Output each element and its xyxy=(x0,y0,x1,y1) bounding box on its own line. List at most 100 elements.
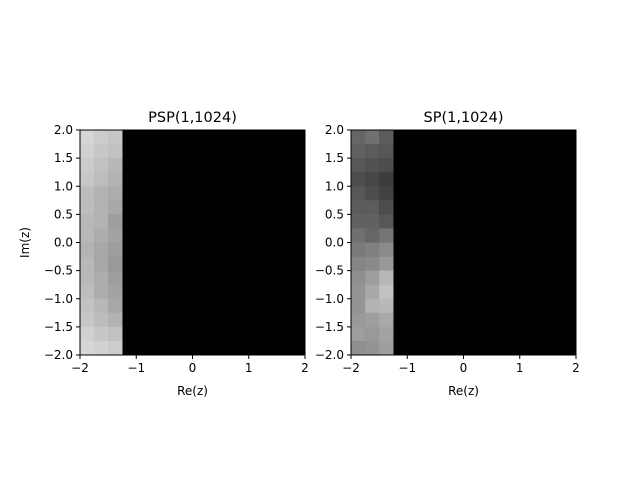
sp-heatmap-cell xyxy=(365,158,380,173)
psp-y-tick-label: −2.0 xyxy=(44,348,73,362)
sp-heatmap-cell xyxy=(379,326,394,342)
psp-y-tick-label: −1.5 xyxy=(44,320,73,334)
sp-heatmap-cell xyxy=(351,158,366,173)
sp-heatmap-cell xyxy=(351,228,366,243)
sp-heatmap-cell xyxy=(351,298,366,314)
psp-heatmap-cell xyxy=(80,270,95,285)
sp-heatmap-cell xyxy=(365,340,380,356)
sp-heatmap-cell xyxy=(379,242,394,257)
sp-heatmap-cell xyxy=(351,340,366,356)
sp-x-tick-label: 0 xyxy=(460,361,468,375)
psp-heatmap-cell xyxy=(94,172,109,187)
psp-x-tick-label: −2 xyxy=(71,361,89,375)
psp-y-ticks: −2.0 −1.5 −1.0 −0.5 0.0 0.5 1.0 1.5 2.0 xyxy=(44,123,80,362)
sp-heatmap-cell xyxy=(351,144,366,159)
psp-heatmap-cell xyxy=(94,340,109,356)
psp-heatmap-cell xyxy=(108,242,123,257)
psp-y-tick-label: 1.0 xyxy=(54,179,73,193)
sp-heatmap-panel: −2 −1 0 1 2 −2.0−1.5−1.0−0.50.00.51.01.52.0 … xyxy=(315,110,580,398)
psp-heatmap-cell xyxy=(94,326,109,342)
sp-heatmap-cell xyxy=(351,256,366,271)
psp-chart-title: PSP(1,1024) xyxy=(148,110,237,126)
psp-x-tick-label: 0 xyxy=(189,361,197,375)
sp-heatmap-cell xyxy=(379,172,394,187)
psp-heatmap-cell xyxy=(94,130,109,145)
sp-heatmap-cell xyxy=(365,242,380,257)
psp-heatmap-cell xyxy=(94,200,109,215)
sp-heatmap-cell xyxy=(379,158,394,173)
psp-heatmap-cell xyxy=(108,228,123,243)
psp-heatmap-cell xyxy=(94,270,109,285)
psp-heatmap-cell xyxy=(80,144,95,159)
psp-x-tick-label: −1 xyxy=(127,361,145,375)
psp-x-axis-label: Re(z) xyxy=(177,384,208,398)
sp-heatmap-cell xyxy=(365,130,380,145)
psp-heatmap-cell xyxy=(80,312,95,328)
psp-heatmap-cell xyxy=(108,158,123,173)
sp-heatmap-cell xyxy=(351,284,366,300)
sp-heatmap-cell xyxy=(365,200,380,215)
psp-y-axis-label: Im(z) xyxy=(18,227,32,258)
sp-heatmap-cells xyxy=(351,130,576,356)
psp-heatmap-cell xyxy=(80,284,95,300)
sp-heatmap-cell xyxy=(379,312,394,328)
sp-heatmap-cell xyxy=(351,172,366,187)
sp-heatmap-cell xyxy=(365,270,380,285)
sp-heatmap-cell xyxy=(365,284,380,300)
psp-heatmap-cell xyxy=(80,186,95,201)
psp-y-tick-label: −0.5 xyxy=(44,264,73,278)
sp-x-tick-label: −1 xyxy=(398,361,416,375)
psp-heatmap-cell xyxy=(80,298,95,314)
sp-heatmap-cell xyxy=(379,270,394,285)
psp-y-tick-label: 0.0 xyxy=(54,236,73,250)
sp-heatmap-cell xyxy=(365,312,380,328)
psp-y-tick-label: 0.5 xyxy=(54,207,73,221)
psp-heatmap-cell xyxy=(80,158,95,173)
sp-heatmap-cell xyxy=(351,200,366,215)
sp-y-tick-label: −1.5 xyxy=(315,320,344,334)
sp-heatmap-cell xyxy=(365,256,380,271)
psp-heatmap-cell xyxy=(94,256,109,271)
sp-heatmap-cell xyxy=(351,242,366,257)
psp-x-ticks: −2 −1 0 1 2 xyxy=(71,355,309,375)
psp-heatmap-cell xyxy=(80,256,95,271)
psp-heatmap-cell xyxy=(108,326,123,342)
psp-heatmap-cell xyxy=(80,130,95,145)
sp-heatmap-cell xyxy=(365,214,380,229)
sp-heatmap-cell xyxy=(365,228,380,243)
sp-heatmap-cell xyxy=(365,172,380,187)
sp-heatmap-cell xyxy=(379,214,394,229)
psp-heatmap-cells xyxy=(80,130,305,356)
sp-heatmap-cell xyxy=(351,214,366,229)
psp-heatmap-cell xyxy=(108,214,123,229)
sp-x-tick-label: 2 xyxy=(572,361,580,375)
psp-heatmap-cell xyxy=(94,298,109,314)
psp-heatmap-cell xyxy=(80,228,95,243)
psp-heatmap-cell xyxy=(108,200,123,215)
sp-heatmap-cell xyxy=(379,298,394,314)
psp-heatmap-cell xyxy=(108,144,123,159)
psp-heatmap-cell xyxy=(108,130,123,145)
psp-heatmap-cell xyxy=(94,214,109,229)
psp-heatmap-cell xyxy=(94,284,109,300)
sp-y-tick-label: 2.0 xyxy=(325,123,344,137)
sp-heatmap-cell xyxy=(351,186,366,201)
sp-heatmap-cell xyxy=(379,144,394,159)
psp-heatmap-cell xyxy=(108,284,123,300)
sp-heatmap-cell xyxy=(351,130,366,145)
psp-heatmap-cell xyxy=(108,340,123,356)
psp-heatmap-cell xyxy=(80,326,95,342)
sp-heatmap-cell xyxy=(365,186,380,201)
sp-heatmap-cell xyxy=(379,256,394,271)
sp-y-tick-label: −2.0 xyxy=(315,348,344,362)
sp-heatmap-cell xyxy=(379,130,394,145)
psp-x-tick-label: 2 xyxy=(301,361,309,375)
sp-heatmap-cell xyxy=(379,340,394,356)
sp-heatmap-cell xyxy=(365,326,380,342)
psp-heatmap-cell xyxy=(80,172,95,187)
psp-heatmap-panel: −2 −1 0 1 2 −2.0−1.5−1.0−0.50.00.51.01.52.0 … xyxy=(18,110,309,398)
psp-heatmap-cell xyxy=(80,200,95,215)
sp-chart-title: SP(1,1024) xyxy=(424,110,504,126)
sp-y-tick-label: 0.0 xyxy=(325,236,344,250)
